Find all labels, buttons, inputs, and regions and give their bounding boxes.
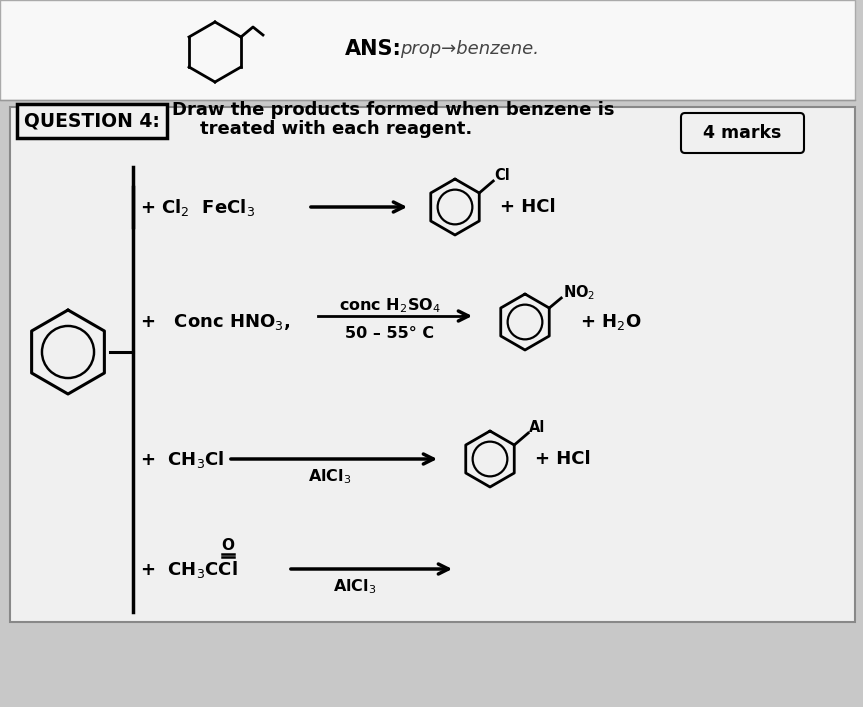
FancyBboxPatch shape: [0, 0, 855, 100]
Text: prop→benzene.: prop→benzene.: [400, 40, 539, 58]
Text: + HCl: + HCl: [500, 198, 556, 216]
Text: Draw the products formed when benzene is: Draw the products formed when benzene is: [172, 101, 614, 119]
Text: O: O: [222, 537, 235, 552]
FancyBboxPatch shape: [17, 104, 167, 138]
Text: + Cl$_2$  FeCl$_3$: + Cl$_2$ FeCl$_3$: [140, 197, 255, 218]
Text: + HCl: + HCl: [535, 450, 590, 468]
Text: Al: Al: [529, 419, 545, 435]
Text: 50 – 55° C: 50 – 55° C: [345, 327, 435, 341]
Text: +  CH$_3$Cl: + CH$_3$Cl: [140, 448, 224, 469]
FancyBboxPatch shape: [681, 113, 804, 153]
Text: AlCl$_3$: AlCl$_3$: [308, 467, 352, 486]
Text: QUESTION 4:: QUESTION 4:: [24, 112, 160, 131]
Text: +   Conc HNO$_3$,: + Conc HNO$_3$,: [140, 312, 290, 332]
FancyBboxPatch shape: [10, 107, 855, 622]
Text: ANS:: ANS:: [345, 39, 402, 59]
Text: +  CH$_3$CCl: + CH$_3$CCl: [140, 559, 237, 580]
Text: Cl: Cl: [494, 168, 510, 182]
Text: conc H$_2$SO$_4$: conc H$_2$SO$_4$: [339, 297, 441, 315]
Text: NO$_2$: NO$_2$: [564, 284, 595, 303]
Text: 4 marks: 4 marks: [702, 124, 781, 142]
Text: treated with each reagent.: treated with each reagent.: [200, 120, 472, 138]
Text: + H$_2$O: + H$_2$O: [580, 312, 641, 332]
Text: AlCl$_3$: AlCl$_3$: [333, 578, 376, 596]
